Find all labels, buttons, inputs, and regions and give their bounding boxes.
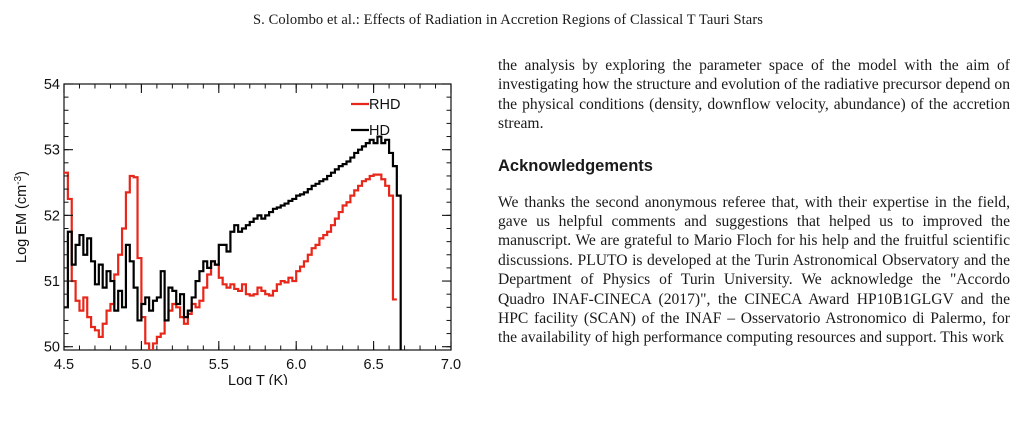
y-tick-label: 52	[44, 208, 60, 224]
acknowledgements-paragraph: We thanks the second anonymous referee t…	[498, 193, 1010, 347]
y-axis-label: Log EM (cm-3)	[13, 171, 31, 263]
series-line-rhd	[64, 171, 397, 350]
x-tick-label: 4.5	[54, 357, 74, 373]
x-tick-label: 6.5	[364, 357, 384, 373]
plot-frame	[63, 83, 452, 351]
legend-label-rhd: RHD	[369, 97, 400, 113]
body-paragraph: the analysis by exploring the parameter …	[498, 57, 1010, 133]
section-heading: Acknowledgements	[498, 156, 653, 175]
x-tick-label: 7.0	[441, 357, 461, 373]
text-column: the analysis by exploring the parameter …	[498, 56, 1010, 348]
y-tick-label: 50	[44, 340, 60, 356]
y-axis-label-end: )	[14, 171, 30, 176]
x-tick-label: 6.0	[286, 357, 306, 373]
y-axis-label-sup: -3	[13, 175, 24, 184]
y-axis-label-main: Log EM (cm	[14, 185, 30, 263]
x-tick-label: 5.5	[209, 357, 229, 373]
y-tick-label: 53	[44, 143, 60, 159]
x-tick-label: 5.0	[131, 357, 151, 373]
legend-label-hd: HD	[369, 123, 390, 139]
x-axis-label: Log T (K)	[228, 373, 288, 385]
running-header: S. Colombo et al.: Effects of Radiation …	[252, 12, 763, 28]
series-line-hd	[64, 135, 402, 350]
emission-measure-chart: 4.5 5.0 5.5 6.0 6.5 7.0 50 51 52 53 54 RHD HD Log T…	[13, 77, 462, 385]
y-tick-label: 51	[44, 274, 60, 290]
em-temperature-figure: 4.5 5.0 5.5 6.0 6.5 7.0 50 51 52 53 54 RHD HD Log T…	[0, 55, 470, 385]
y-tick-label: 54	[44, 77, 60, 93]
